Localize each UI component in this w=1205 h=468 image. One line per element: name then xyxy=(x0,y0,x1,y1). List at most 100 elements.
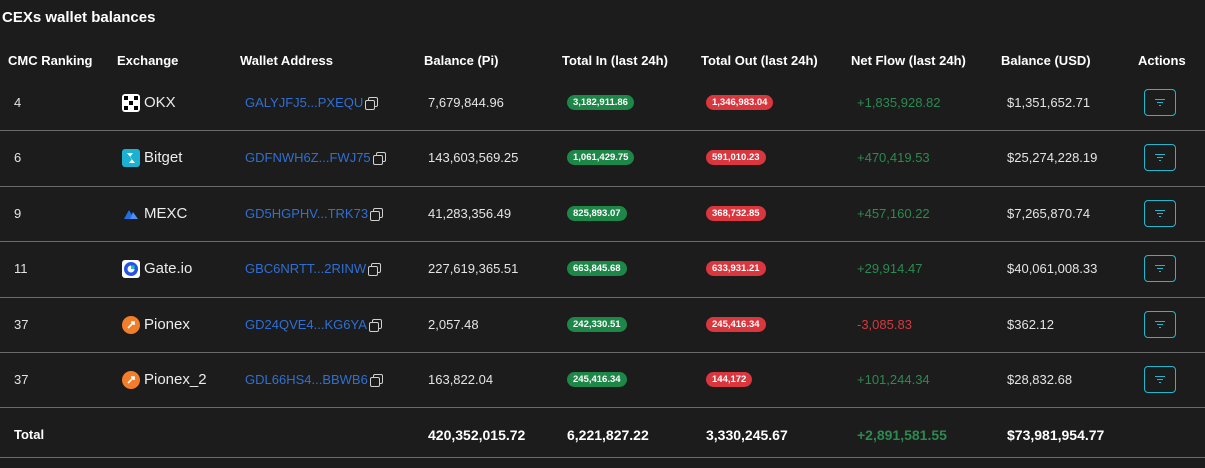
wallet-address-link[interactable]: GALYJFJ5...PXEQU xyxy=(245,75,379,130)
wallet-address-link[interactable]: GDL66HS4...BBWB6 xyxy=(245,352,383,407)
wallet-address-text[interactable]: GALYJFJ5...PXEQU xyxy=(245,95,364,110)
row-divider xyxy=(0,457,1205,458)
total-in-badge: 825,893.07 xyxy=(567,206,627,221)
wallet-address-link[interactable]: GD24QVE4...KG6YA xyxy=(245,297,382,352)
wallet-address-link[interactable]: GDFNWH6Z...FWJ75 xyxy=(245,130,386,185)
filter-icon xyxy=(1155,321,1165,328)
exchange-name: Bitget xyxy=(144,149,183,166)
copy-icon[interactable] xyxy=(368,319,382,332)
total-out-badge: 591,010.23 xyxy=(706,150,766,165)
filter-icon xyxy=(1155,210,1165,217)
filter-action-button[interactable] xyxy=(1144,311,1176,338)
exchange-name: MEXC xyxy=(144,205,188,222)
pionex-logo-icon xyxy=(122,370,140,389)
total-out-cell: 633,931.21 xyxy=(706,241,766,296)
net-flow-cell: -3,085.83 xyxy=(857,317,912,332)
table-row: 9 MEXC GD5HGPHV...TRK73 41,283,356.49 825,89… xyxy=(0,186,1205,241)
total-in-cell: 3,182,911.86 xyxy=(567,75,634,130)
filter-icon xyxy=(1155,99,1165,106)
total-out-badge: 1,346,983.04 xyxy=(706,95,774,110)
row-divider xyxy=(0,241,1205,242)
header-balance-pi: Balance (Pi) xyxy=(424,53,499,68)
copy-icon[interactable] xyxy=(368,263,382,276)
total-balance-usd: $73,981,954.77 xyxy=(1007,426,1105,443)
wallet-address-link[interactable]: GD5HGPHV...TRK73 xyxy=(245,186,384,241)
balance-usd-cell: $362.12 xyxy=(1007,317,1054,332)
rank-cell: 11 xyxy=(14,261,28,276)
rank-cell: 37 xyxy=(14,317,29,332)
row-divider xyxy=(0,130,1205,131)
gateio-logo-icon xyxy=(122,259,140,278)
filter-action-button[interactable] xyxy=(1144,366,1176,393)
total-out-badge: 633,931.21 xyxy=(706,261,766,276)
wallet-address-text[interactable]: GD5HGPHV...TRK73 xyxy=(245,206,369,221)
wallet-address-text[interactable]: GBC6NRTT...2RINW xyxy=(245,261,367,276)
table-row: 11 Gate.io GBC6NRTT...2RINW 227,619,365.51 6… xyxy=(0,241,1205,296)
total-out: 3,330,245.67 xyxy=(706,426,788,443)
balance-pi-cell: 143,603,569.25 xyxy=(428,150,519,165)
total-in-cell: 1,061,429.75 xyxy=(567,130,635,185)
total-out-cell: 591,010.23 xyxy=(706,130,766,185)
copy-icon[interactable] xyxy=(369,374,383,387)
total-in-badge: 663,845.68 xyxy=(567,261,627,276)
exchange-cell: Pionex_2 xyxy=(122,352,207,407)
header-wallet: Wallet Address xyxy=(240,53,333,68)
exchange-cell: Pionex xyxy=(122,297,190,352)
total-out-cell: 245,416.34 xyxy=(706,297,766,352)
total-in-badge: 1,061,429.75 xyxy=(567,150,635,165)
actions-cell xyxy=(1144,186,1176,241)
exchange-name: Gate.io xyxy=(144,260,193,277)
balance-pi-cell: 227,619,365.51 xyxy=(428,261,519,276)
actions-cell xyxy=(1144,241,1176,296)
balance-pi-cell: 163,822.04 xyxy=(428,372,494,387)
balance-pi-cell: 2,057.48 xyxy=(428,317,479,332)
total-net-flow: +2,891,581.55 xyxy=(857,426,947,443)
wallet-address-text[interactable]: GD24QVE4...KG6YA xyxy=(245,317,367,332)
header-net-flow: Net Flow (last 24h) xyxy=(851,53,966,68)
table-row: 4 OKX GALYJFJ5...PXEQU 7,679,844.96 3,182,91… xyxy=(0,75,1205,130)
wallet-address-link[interactable]: GBC6NRTT...2RINW xyxy=(245,241,382,296)
row-divider xyxy=(0,352,1205,353)
filter-action-button[interactable] xyxy=(1144,255,1176,282)
filter-icon xyxy=(1155,154,1165,161)
row-divider xyxy=(0,186,1205,187)
total-balance-pi: 420,352,015.72 xyxy=(428,426,526,443)
net-flow-cell: +457,160.22 xyxy=(857,206,930,221)
table-row: 37 Pionex GD24QVE4...KG6YA 2,057.48 242,330.… xyxy=(0,297,1205,352)
filter-action-button[interactable] xyxy=(1144,89,1176,116)
header-total-out: Total Out (last 24h) xyxy=(701,53,818,68)
filter-icon xyxy=(1155,265,1165,272)
header-rank: CMC Ranking xyxy=(8,53,93,68)
exchange-cell: Bitget xyxy=(122,130,182,185)
page-title: CEXs wallet balances xyxy=(2,9,156,26)
copy-icon[interactable] xyxy=(370,208,384,221)
wallet-address-text[interactable]: GDFNWH6Z...FWJ75 xyxy=(245,150,371,165)
row-divider xyxy=(0,297,1205,298)
okx-logo-icon xyxy=(122,93,140,112)
net-flow-cell: +101,244.34 xyxy=(857,372,930,387)
balance-usd-cell: $25,274,228.19 xyxy=(1007,150,1098,165)
pionex-logo-icon xyxy=(122,315,140,334)
actions-cell xyxy=(1144,75,1176,130)
total-in: 6,221,827.22 xyxy=(567,426,649,443)
header-total-in: Total In (last 24h) xyxy=(562,53,668,68)
balance-usd-cell: $28,832.68 xyxy=(1007,372,1073,387)
total-out-badge: 245,416.34 xyxy=(706,317,766,332)
total-label: Total xyxy=(14,427,45,442)
exchange-cell: Gate.io xyxy=(122,241,192,296)
copy-icon[interactable] xyxy=(372,152,386,165)
total-out-cell: 144,172 xyxy=(706,352,753,407)
total-in-cell: 245,416.34 xyxy=(567,352,627,407)
total-out-cell: 368,732.85 xyxy=(706,186,766,241)
balance-pi-cell: 7,679,844.96 xyxy=(428,95,504,110)
balance-pi-cell: 41,283,356.49 xyxy=(428,206,512,221)
exchange-name: Pionex xyxy=(144,316,190,333)
exchange-name: Pionex_2 xyxy=(144,371,207,388)
filter-action-button[interactable] xyxy=(1144,200,1176,227)
exchange-name: OKX xyxy=(144,94,176,111)
copy-icon[interactable] xyxy=(365,97,379,110)
rank-cell: 4 xyxy=(14,95,22,110)
filter-action-button[interactable] xyxy=(1144,144,1176,171)
header-balance-usd: Balance (USD) xyxy=(1001,53,1091,68)
wallet-address-text[interactable]: GDL66HS4...BBWB6 xyxy=(245,372,368,387)
